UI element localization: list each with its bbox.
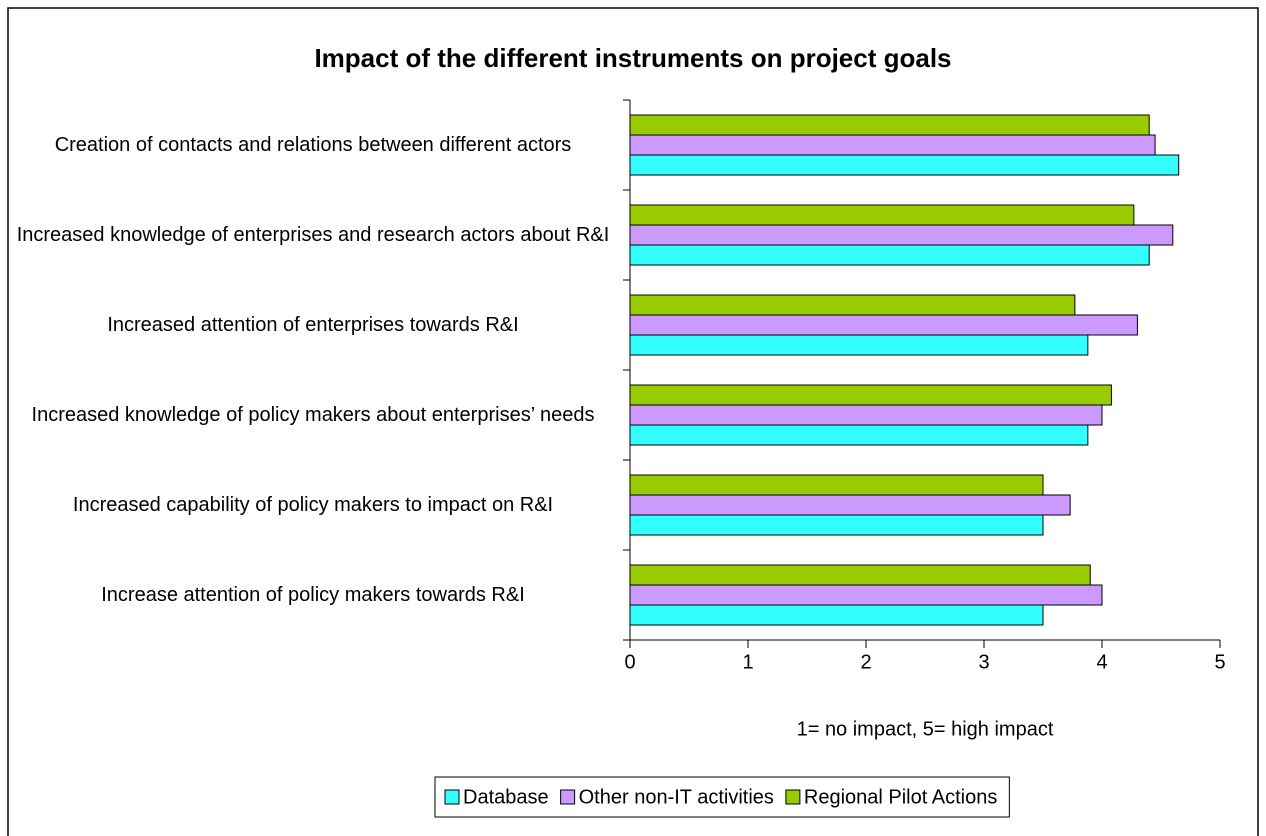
bar bbox=[629, 154, 1180, 176]
x-tick-label: 5 bbox=[1214, 651, 1225, 673]
y-tick-label: Increased attention of enterprises towar… bbox=[107, 314, 519, 336]
bar bbox=[629, 314, 1138, 336]
x-axis-label: 1= no impact, 5= high impact bbox=[797, 718, 1054, 740]
bar bbox=[629, 224, 1174, 246]
legend-swatch bbox=[444, 789, 460, 805]
x-tick-label: 2 bbox=[860, 651, 871, 673]
bar bbox=[629, 384, 1112, 406]
bar bbox=[629, 564, 1091, 586]
legend-swatch bbox=[785, 789, 801, 805]
bar bbox=[629, 474, 1044, 496]
legend-box bbox=[434, 776, 1010, 818]
y-tick-label: Increase attention of policy makers towa… bbox=[101, 584, 525, 606]
bar bbox=[629, 244, 1150, 266]
x-tick-label: 4 bbox=[1096, 651, 1107, 673]
bar bbox=[629, 424, 1089, 446]
legend-swatch bbox=[560, 789, 576, 805]
bar bbox=[629, 404, 1103, 426]
y-tick-label: Increased knowledge of policy makers abo… bbox=[31, 404, 595, 426]
x-tick-label: 1 bbox=[742, 651, 753, 673]
x-tick-label: 3 bbox=[978, 651, 989, 673]
bar bbox=[629, 604, 1044, 626]
y-tick-label: Increased knowledge of enterprises and r… bbox=[16, 224, 610, 246]
chart-title: Impact of the different instruments on p… bbox=[314, 43, 951, 73]
bar bbox=[629, 114, 1150, 136]
bar bbox=[629, 134, 1156, 156]
legend-label: Other non-IT activities bbox=[579, 786, 774, 808]
legend-label: Database bbox=[463, 786, 549, 808]
bar bbox=[629, 334, 1089, 356]
y-tick-label: Creation of contacts and relations betwe… bbox=[54, 134, 572, 156]
bar bbox=[629, 294, 1076, 316]
bar bbox=[629, 584, 1103, 606]
y-tick-label: Increased capability of policy makers to… bbox=[72, 494, 554, 516]
legend-label: Regional Pilot Actions bbox=[804, 786, 997, 808]
chart-frame bbox=[7, 7, 1259, 836]
x-tick-label: 0 bbox=[624, 651, 635, 673]
bar bbox=[629, 204, 1135, 226]
bar bbox=[629, 494, 1071, 516]
bar bbox=[629, 514, 1044, 536]
